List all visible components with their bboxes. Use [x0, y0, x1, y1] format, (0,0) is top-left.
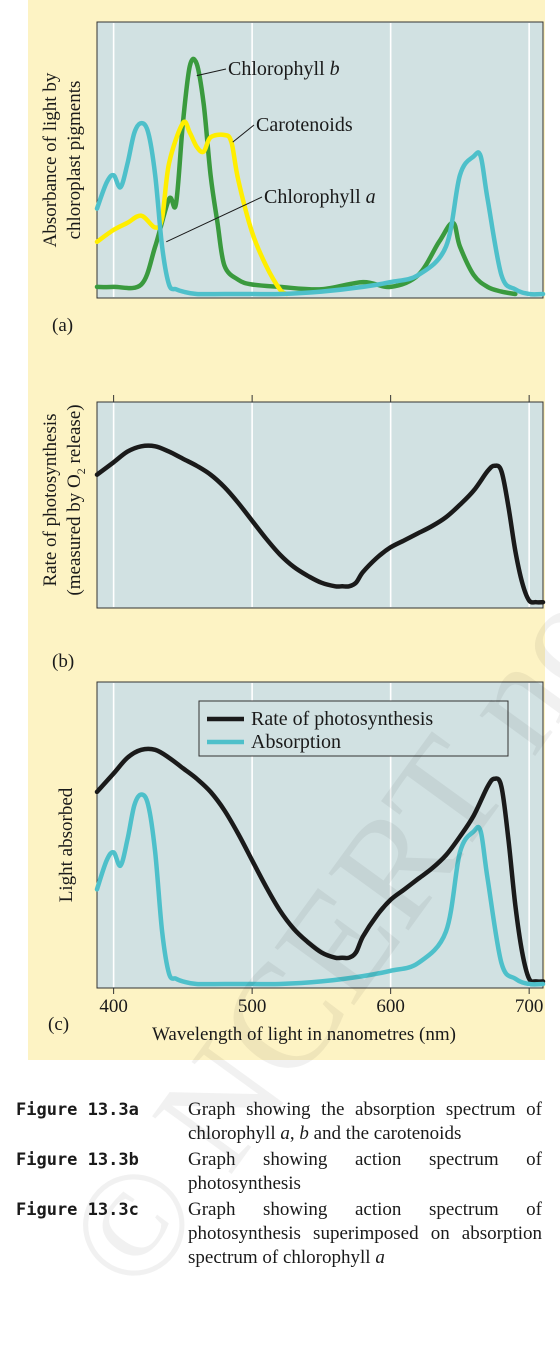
figure-svg: Chlorophyll b Carotenoids Chlorophyll a (a…: [40, 21, 546, 1045]
x-ticks-c: 400 500 600 700: [99, 988, 543, 1017]
panel-b-tag: (b): [52, 651, 74, 672]
caption-text: Graph showing the absorption spectrum of…: [188, 1099, 542, 1144]
annotation-label-carotenoids: Carotenoids: [256, 114, 353, 136]
y-axis-label-a-line2: chloroplast pigments: [64, 81, 85, 240]
tick-label-400: 400: [99, 996, 128, 1017]
x-axis-label-c: Wavelength of light in nanometres (nm): [152, 1024, 456, 1045]
gridlines-b: [112, 403, 530, 607]
series-group-c: [94, 746, 546, 987]
legend-label-rate-of-photosynthesis: Rate of photosynthesis: [251, 708, 433, 730]
series-line-chlorophyll-b: [94, 56, 518, 297]
panel-a: Chlorophyll b Carotenoids Chlorophyll a (a…: [40, 21, 546, 336]
caption-text: Graph showing action spectrum of photosy…: [188, 1149, 542, 1194]
legend-box: [198, 700, 509, 757]
panel-a-tag: (a): [52, 315, 73, 336]
tick-label-700: 700: [515, 996, 544, 1017]
annotation-label-chlorophyll-b: Chlorophyll b: [228, 58, 340, 80]
panel-b: (b) Rate of photosynthesis (measured by …: [40, 395, 546, 672]
annotation-leader-chlorophyll-a: [166, 196, 263, 243]
tick-label-500: 500: [238, 996, 267, 1017]
panel-c-tag: (c): [48, 1014, 69, 1035]
caption-text: Graph showing action spectrum of photosy…: [188, 1199, 542, 1268]
caption-label: Figure 13.3b: [16, 1150, 139, 1170]
legend-label-absorption: Absorption: [251, 731, 341, 753]
annotations-a: Chlorophyll b Carotenoids Chlorophyll a: [166, 58, 376, 243]
series-group-b: [94, 443, 546, 605]
caption-13-3b: Figure 13.3b Graph showing action spectr…: [16, 1148, 542, 1196]
series-line-rate-of-photosynthesis: [94, 746, 546, 984]
plot-area-b: [96, 401, 544, 609]
series-group-a: [94, 56, 546, 297]
y-axis-label-b-line2: (measured by O2 release): [64, 404, 88, 595]
series-line-rate-of-photosynthesis: [94, 443, 546, 605]
series-line-carotenoids: [94, 119, 290, 297]
caption-label: Figure 13.3c: [16, 1200, 139, 1220]
caption-13-3c: Figure 13.3c Graph showing action spectr…: [16, 1198, 542, 1270]
y-axis-label-c: Light absorbed: [56, 787, 77, 902]
series-line-absorption: [94, 792, 546, 987]
figure-captions: Figure 13.3a Graph showing the absorptio…: [16, 1098, 542, 1272]
caption-13-3a: Figure 13.3a Graph showing the absorptio…: [16, 1098, 542, 1146]
caption-label: Figure 13.3a: [16, 1100, 139, 1120]
gridlines-a: [112, 23, 530, 297]
y-axis-label-a: Absorbance of light by: [40, 72, 61, 247]
series-line-chlorophyll-a: [94, 120, 546, 297]
annotation-leader-chlorophyll-b: [196, 68, 227, 77]
panel-c: 400 500 600 700 Rate of photosynthesisAbsor…: [48, 681, 546, 1045]
x-ticks-b: [113, 395, 530, 402]
tick-label-600: 600: [376, 996, 405, 1017]
annotation-label-chlorophyll-a: Chlorophyll a: [264, 186, 376, 208]
annotation-leader-carotenoids: [232, 124, 255, 143]
y-axis-label-b: Rate of photosynthesis: [40, 413, 61, 586]
